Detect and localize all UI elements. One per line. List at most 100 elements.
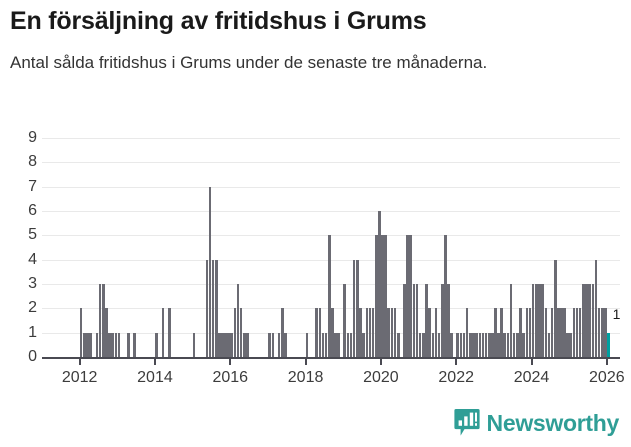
bar	[227, 332, 231, 357]
bar	[488, 332, 491, 357]
chart-page: En försäljning av fritidshus i Grums Ant…	[0, 7, 631, 447]
bar	[161, 308, 165, 357]
bar	[456, 332, 459, 357]
gridline	[42, 138, 620, 139]
bar	[393, 308, 397, 357]
bar	[230, 332, 234, 357]
x-axis-tick-label: 2016	[212, 369, 249, 386]
bar	[446, 284, 450, 357]
bar	[459, 332, 463, 357]
bar	[434, 308, 438, 357]
y-axis-tick-label: 2	[28, 299, 37, 317]
bar	[585, 284, 588, 357]
bar	[428, 308, 431, 357]
y-axis-tick-label: 6	[28, 202, 37, 219]
bar	[403, 284, 406, 357]
bar	[362, 332, 365, 357]
x-axis-tick-mark	[153, 357, 156, 365]
bar	[126, 332, 130, 357]
x-axis-tick-mark	[229, 357, 232, 365]
x-axis-tick-label: 2018	[287, 369, 324, 386]
bar	[566, 332, 569, 357]
bar	[418, 332, 422, 357]
gridline	[42, 162, 620, 164]
bar	[368, 308, 372, 357]
gridline	[42, 211, 620, 212]
x-axis-tick-label: 2012	[61, 369, 98, 386]
bar	[443, 235, 447, 357]
bar	[243, 332, 246, 357]
bar	[224, 332, 228, 357]
bar	[475, 332, 478, 357]
bar	[359, 308, 362, 357]
bar	[406, 235, 409, 357]
x-axis-tick-mark	[530, 357, 533, 365]
bar	[280, 308, 284, 357]
chart-plot-area: 1 0 1 2 3 4 5 6 7 8 9 2012 2014 2016 2018 2020 2022 202…	[0, 130, 631, 388]
x-axis-tick-label: 2022	[438, 369, 474, 386]
bar	[484, 332, 488, 357]
bar	[509, 284, 513, 357]
bar	[378, 211, 381, 357]
x-axis: 2012 2014 2016 2018 2020 2022 2024 2026	[42, 357, 625, 401]
bar	[440, 284, 444, 357]
bar	[215, 259, 218, 357]
bar	[450, 332, 453, 357]
bar	[337, 332, 340, 357]
bar	[233, 308, 237, 357]
bar	[86, 332, 89, 357]
y-axis-tick-label: 3	[28, 275, 37, 292]
bar	[556, 308, 560, 357]
gridline	[42, 186, 620, 188]
bar	[331, 308, 334, 357]
bar	[563, 308, 566, 357]
bar	[375, 235, 378, 357]
bar	[415, 284, 419, 357]
bar	[481, 332, 485, 357]
bar	[597, 308, 601, 357]
bar-chart-bubble-icon	[453, 409, 480, 436]
bar	[390, 308, 394, 357]
bar	[535, 284, 538, 357]
bar	[167, 308, 171, 357]
bar	[236, 284, 240, 357]
bar	[218, 332, 221, 357]
bar	[553, 259, 557, 357]
bar	[588, 284, 591, 357]
axis-baseline	[42, 357, 620, 359]
bar	[318, 308, 322, 357]
y-axis-tick-label: 7	[28, 177, 37, 195]
bar-series	[42, 138, 620, 357]
bar	[472, 332, 475, 357]
bar	[541, 284, 544, 357]
bar	[205, 259, 209, 357]
page-subtitle: Antal sålda fritidshus i Grums under de …	[10, 52, 488, 72]
newsworthy-logo[interactable]: Newsworthy	[453, 408, 619, 438]
bar	[494, 308, 497, 357]
bar	[387, 308, 391, 357]
chart-canvas: 1	[42, 138, 620, 388]
bar	[469, 332, 472, 357]
bar	[431, 332, 435, 357]
bar	[111, 332, 115, 357]
x-axis-tick-label: 2014	[137, 369, 173, 386]
bar	[334, 332, 337, 357]
bar	[575, 308, 579, 357]
bar	[396, 332, 400, 357]
bar	[381, 235, 384, 357]
bar	[346, 332, 350, 357]
bar	[365, 308, 369, 357]
x-axis-tick-mark	[304, 357, 307, 365]
bar	[594, 259, 598, 357]
bar	[283, 332, 287, 357]
bar	[105, 308, 108, 357]
bar	[465, 308, 469, 357]
bar	[321, 332, 325, 357]
bar	[192, 332, 196, 357]
bar	[155, 332, 158, 357]
bar	[133, 332, 136, 357]
bar	[89, 332, 92, 357]
bar	[324, 332, 328, 357]
bar	[328, 235, 331, 357]
bar	[525, 308, 529, 357]
